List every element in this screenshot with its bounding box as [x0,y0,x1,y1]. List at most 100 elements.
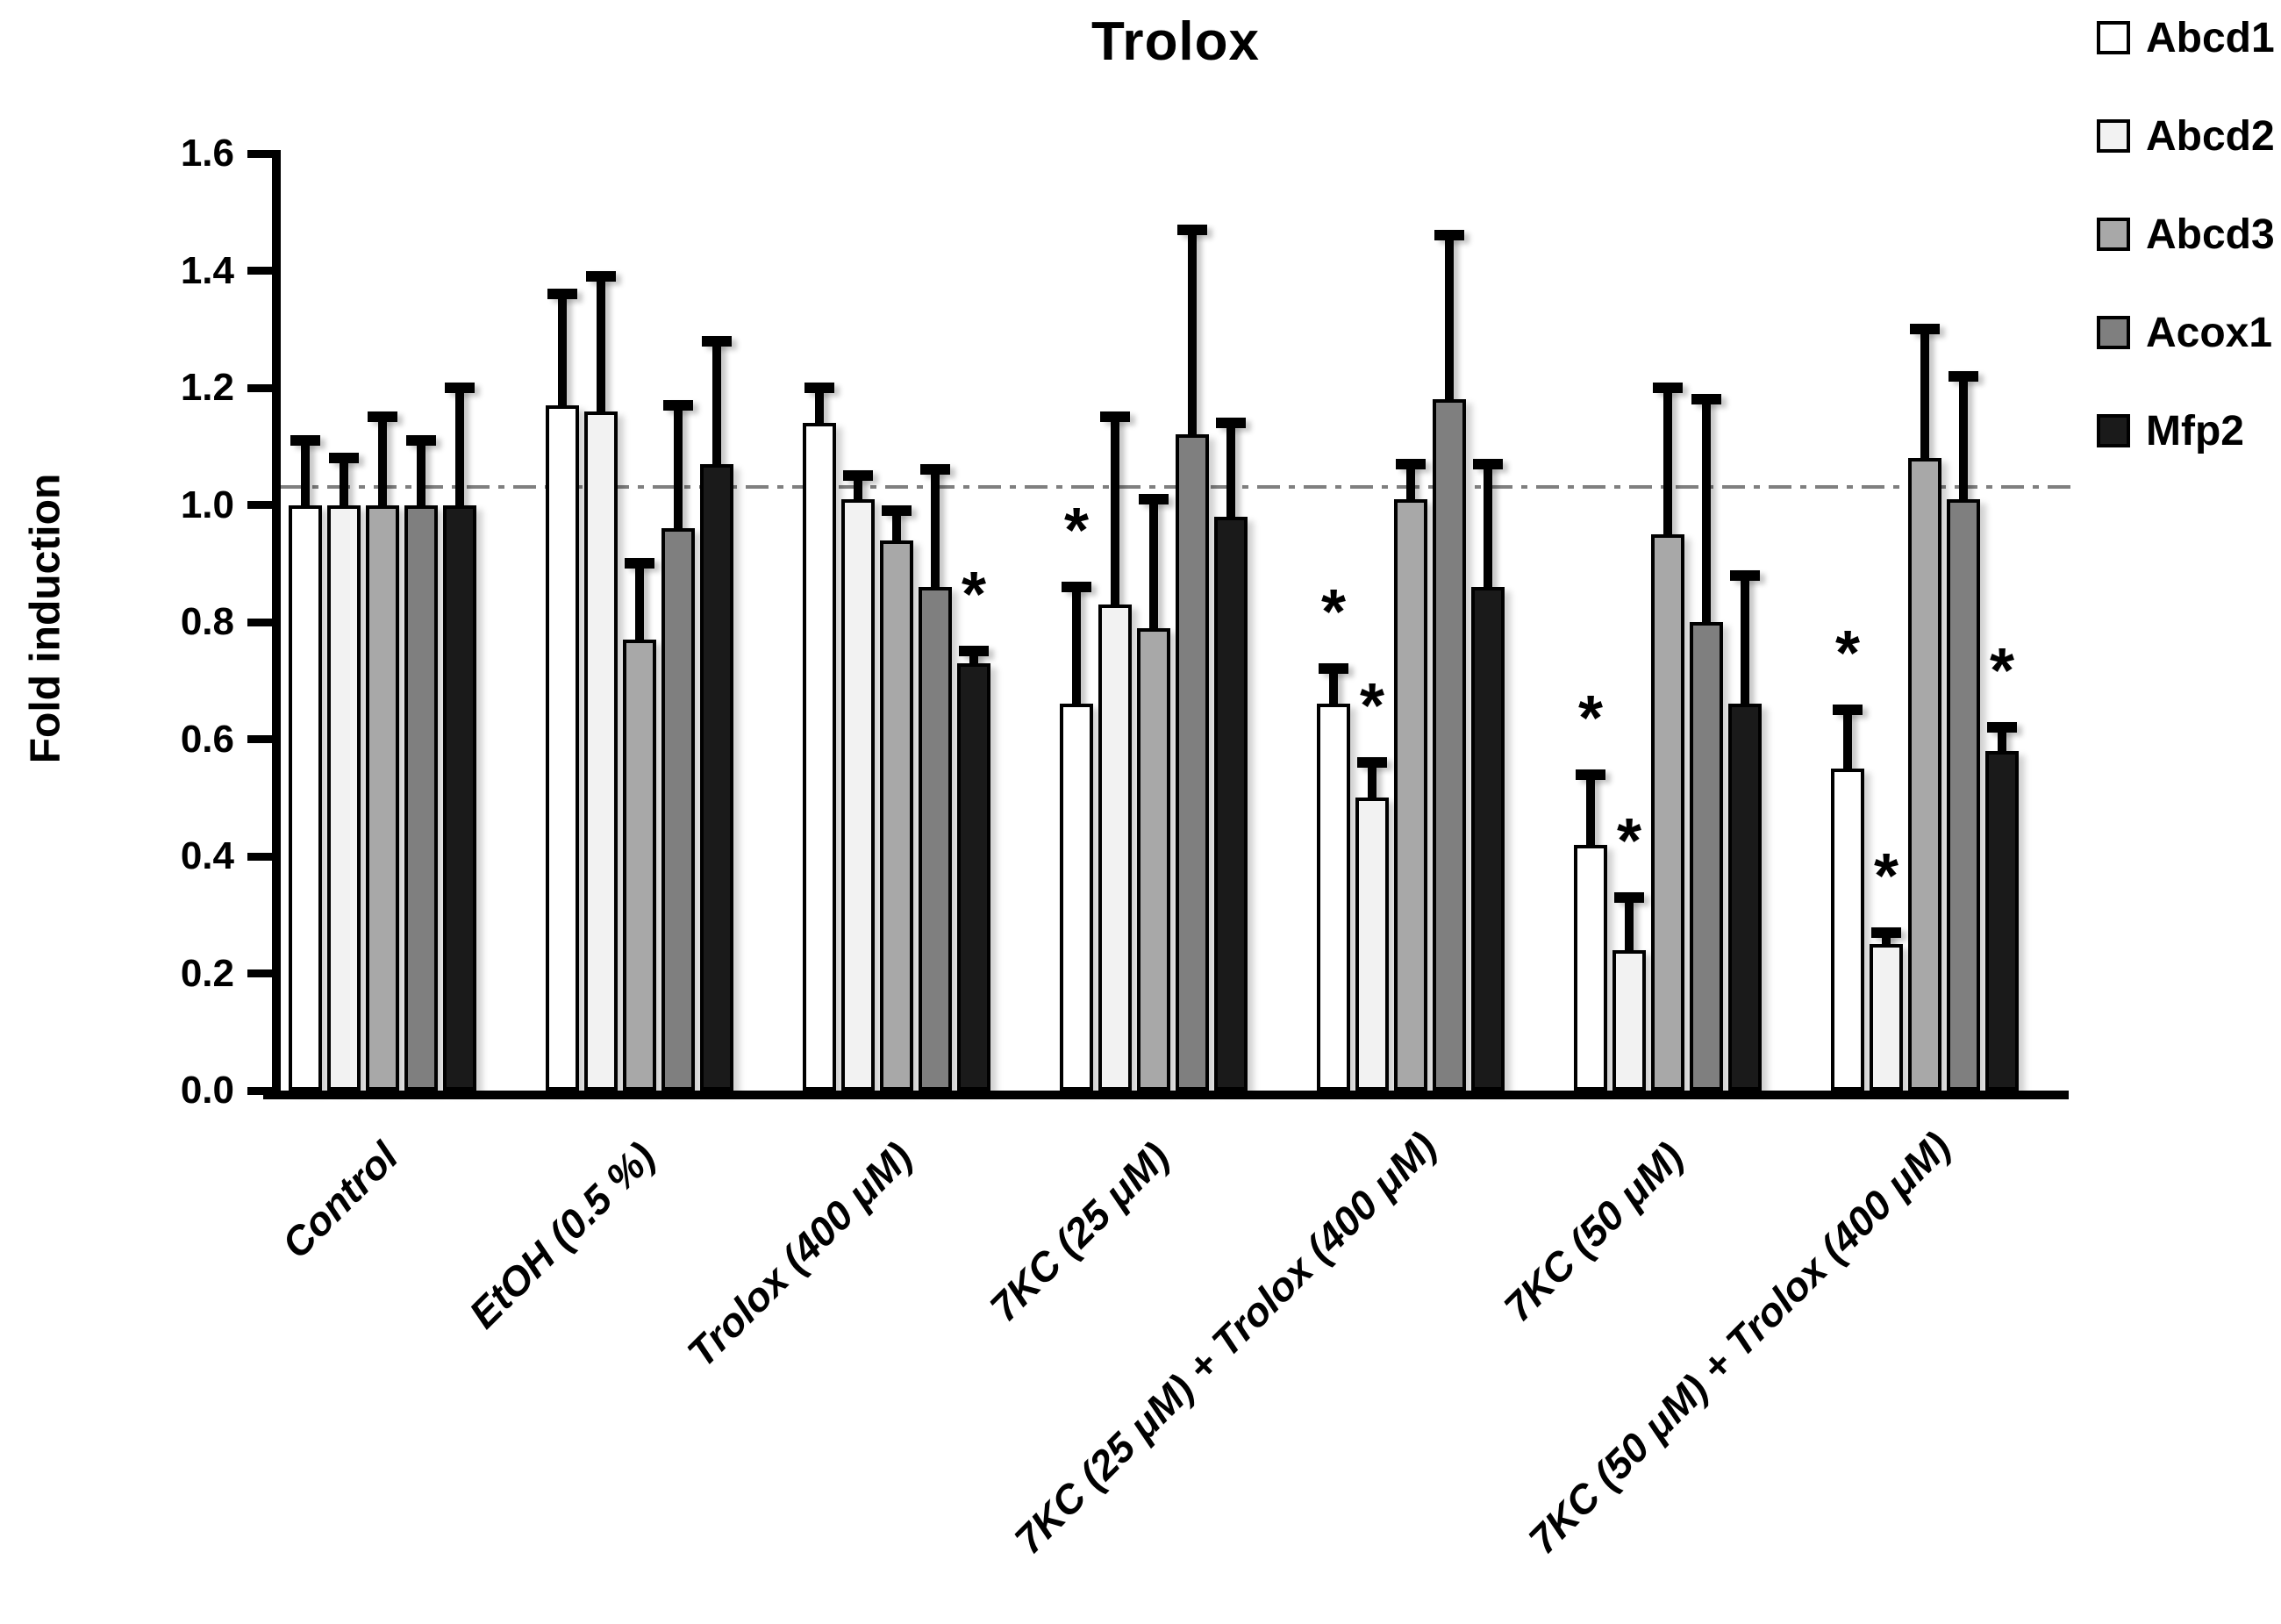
error-bar-cap [804,383,834,393]
y-tick [247,501,272,509]
bar [1137,627,1170,1091]
error-bar-line [1406,463,1415,504]
error-bar-line [1188,229,1197,440]
error-bar-cap [547,289,577,300]
error-bar-cap [1062,581,1091,592]
bar [1947,498,1980,1091]
error-bar-cap [445,383,475,393]
significance-asterisk: * [1320,577,1347,648]
error-bar-line [1111,417,1119,610]
y-tick-label: 0.6 [180,717,234,761]
error-bar-cap [959,646,989,657]
legend-label: Abcd2 [2146,113,2275,160]
bar [957,662,990,1091]
bar [1355,798,1389,1091]
x-axis-spine [263,1091,2069,1099]
bar [1728,704,1762,1091]
error-bar-line [815,388,824,429]
bar [1690,622,1723,1091]
legend-swatch [2097,21,2130,54]
y-tick [247,735,272,743]
error-bar-cap [1434,230,1464,241]
error-bar-cap [1653,383,1683,393]
bar [443,504,476,1091]
error-bar-line [969,651,978,669]
bar [919,586,952,1091]
error-bar-line [674,405,683,534]
y-tick-label: 1.4 [180,248,234,292]
error-bar-cap [1396,458,1426,469]
x-tick-label: EtOH (0.5 %) [460,1133,664,1337]
error-bar-line [1702,399,1711,627]
bar [1176,434,1209,1091]
y-tick [247,969,272,977]
y-axis-title: Fold induction [22,473,69,764]
bar [584,411,618,1091]
error-bar-cap [1473,458,1503,469]
legend-swatch [2097,218,2130,251]
bar [1574,844,1607,1091]
error-bar-cap [1691,394,1721,405]
error-bar-line [597,276,605,417]
y-tick [247,149,272,158]
error-bar-cap [1319,663,1348,675]
y-tick-label: 0.4 [180,834,234,877]
significance-asterisk: * [1063,495,1090,566]
bar [1985,750,2019,1091]
legend-label: Abcd3 [2146,211,2275,258]
bar [1214,516,1248,1091]
error-bar-cap [1833,705,1863,716]
y-tick-label: 0.8 [180,600,234,643]
legend-label: Acox1 [2146,310,2273,356]
error-bar-line [378,417,387,511]
bar [1831,768,1864,1091]
error-bar-line [417,440,425,511]
significance-asterisk: * [1577,683,1604,754]
error-bar-line [1959,376,1968,504]
error-bar-cap [1987,722,2017,733]
y-tick-label: 1.0 [180,483,234,526]
y-tick-label: 0.0 [180,1069,234,1112]
error-bar-cap [1177,224,1207,235]
bar [1433,399,1466,1091]
y-tick [247,383,272,392]
error-bar-line [1843,710,1852,774]
error-bar-line [455,388,464,511]
y-tick [247,1086,272,1095]
legend-swatch [2097,119,2130,153]
legend-label: Abcd1 [2146,15,2275,61]
error-bar-cap [663,400,693,411]
bar [700,463,733,1091]
error-bar-cap [1576,769,1605,780]
error-bar-cap [1357,757,1387,769]
bar [880,540,913,1091]
error-bar-line [1741,575,1749,710]
y-tick [247,618,272,626]
x-tick-label: 7KC (50 μM) [1495,1133,1692,1331]
error-bar-cap [406,435,436,447]
bar [1098,604,1132,1091]
bar [623,640,656,1091]
y-tick-label: 1.2 [180,366,234,409]
legend-swatch [2097,414,2130,447]
error-bar-line [301,440,310,511]
bar [1394,498,1427,1091]
error-bar-cap [1614,891,1644,903]
error-bar-cap [882,505,912,517]
error-bar-cap [368,411,397,423]
significance-asterisk: * [1989,636,2015,707]
legend-label: Mfp2 [2146,408,2244,454]
bar [841,498,875,1091]
error-bar-line [1663,388,1672,540]
bar [366,504,399,1091]
error-bar-cap [625,558,654,569]
x-tick-label: Trolox (400 μM) [678,1133,921,1376]
x-tick-label: 7KC (25 μM) [981,1133,1178,1331]
bar [1317,704,1350,1091]
x-tick-label: Control [273,1133,407,1268]
significance-asterisk: * [1873,841,1899,912]
error-bar-line [1329,669,1338,710]
error-bar-line [1998,727,2006,756]
bar [289,504,322,1091]
bar [327,504,361,1091]
